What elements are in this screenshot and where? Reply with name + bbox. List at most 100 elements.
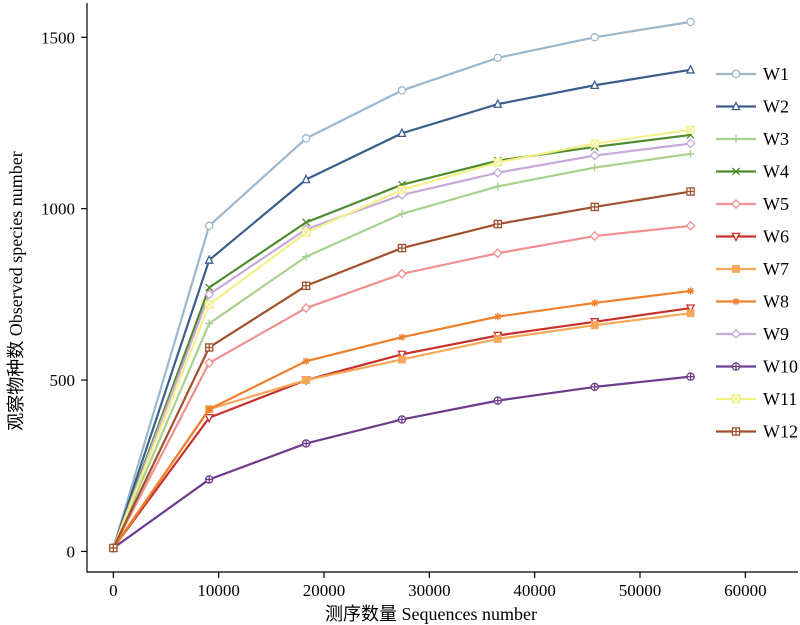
y-axis-title: 观察物种数 Observed species number xyxy=(6,151,26,430)
data-point-W5-5 xyxy=(589,231,600,242)
data-point-W10-2 xyxy=(301,439,311,448)
data-point-W9-6 xyxy=(685,138,696,149)
legend-item-W2: W2 xyxy=(716,97,789,117)
series-W10 xyxy=(109,372,695,553)
series-W6 xyxy=(108,304,696,554)
data-point-W10-6 xyxy=(686,372,695,381)
series-W12 xyxy=(109,187,695,553)
data-point-W5-6 xyxy=(685,220,696,231)
legend-item-W3: W3 xyxy=(716,129,789,149)
x-tick-label: 40000 xyxy=(513,581,556,600)
data-point-W9-4 xyxy=(492,167,503,178)
data-point-W8-6 xyxy=(686,287,695,295)
data-point-W12-4 xyxy=(493,219,503,229)
legend-marker-W7 xyxy=(732,265,740,273)
series-W7 xyxy=(109,309,695,552)
data-point-W8-2 xyxy=(302,357,310,365)
data-point-W6-3 xyxy=(397,350,407,360)
data-point-W3-6 xyxy=(686,149,695,158)
data-point-W2-2 xyxy=(301,173,311,184)
data-point-W10-5 xyxy=(590,382,599,392)
series-W9 xyxy=(108,138,696,554)
data-point-W9-1 xyxy=(204,289,215,300)
legend-item-W12: W12 xyxy=(716,422,798,442)
legend-marker-W8 xyxy=(732,297,740,306)
legend-item-W11: W11 xyxy=(716,389,797,409)
x-tick-label: 0 xyxy=(109,581,118,600)
data-point-W8-5 xyxy=(591,299,599,307)
data-point-W7-2 xyxy=(302,376,311,384)
data-point-W3-2 xyxy=(301,252,311,261)
data-point-W1-4 xyxy=(493,53,503,63)
legend-label-W8: W8 xyxy=(763,292,789,312)
data-point-W11-5 xyxy=(590,139,599,148)
legend-marker-W1 xyxy=(731,69,741,79)
data-point-W3-3 xyxy=(397,209,407,218)
legend-marker-W3 xyxy=(731,134,741,144)
data-point-W1-5 xyxy=(590,33,599,42)
legend-label-W12: W12 xyxy=(763,422,798,442)
data-point-W2-1 xyxy=(204,254,214,264)
data-point-W7-6 xyxy=(686,309,695,318)
data-point-W5-2 xyxy=(301,303,312,314)
series-W1 xyxy=(109,17,695,553)
series-layer xyxy=(108,17,696,554)
legend-item-W10: W10 xyxy=(716,357,798,377)
data-point-W1-2 xyxy=(301,134,311,143)
legend-marker-W4 xyxy=(731,167,741,176)
legend-item-W4: W4 xyxy=(716,162,789,182)
data-point-W12-0 xyxy=(109,543,118,553)
legend-marker-W5 xyxy=(730,198,742,210)
data-point-W12-1 xyxy=(204,343,214,352)
y-tick-label: 500 xyxy=(50,371,76,390)
data-point-W12-5 xyxy=(590,202,599,212)
data-point-W8-3 xyxy=(398,333,406,341)
data-point-W4-1 xyxy=(205,283,214,292)
legend-item-W8: W8 xyxy=(716,292,789,312)
legend-label-W2: W2 xyxy=(763,97,789,117)
x-tick-label: 60000 xyxy=(724,581,767,600)
data-point-W5-4 xyxy=(492,248,503,259)
series-W5 xyxy=(108,220,696,554)
data-point-W6-1 xyxy=(204,414,214,424)
x-axis-title: 测序数量 Sequences number xyxy=(325,604,537,624)
data-point-W9-5 xyxy=(589,150,600,161)
data-point-W12-2 xyxy=(301,281,311,291)
x-tick-label: 50000 xyxy=(619,581,662,600)
data-point-W3-1 xyxy=(205,319,214,328)
data-point-W10-3 xyxy=(397,415,407,424)
data-point-W3-4 xyxy=(493,182,502,191)
data-point-W11-2 xyxy=(301,228,311,237)
data-point-W2-6 xyxy=(685,64,696,74)
legend-label-W6: W6 xyxy=(763,227,789,247)
data-point-W11-1 xyxy=(204,300,214,309)
y-tick-label: 1000 xyxy=(41,200,75,219)
legend-label-W1: W1 xyxy=(763,64,789,84)
legend-item-W1: W1 xyxy=(716,64,789,84)
x-tick-label: 20000 xyxy=(303,581,346,600)
legend-marker-W11 xyxy=(731,394,741,404)
data-point-W1-1 xyxy=(204,221,214,231)
legend-marker-W9 xyxy=(730,328,742,340)
data-point-W11-3 xyxy=(397,185,407,195)
data-point-W8-4 xyxy=(494,313,502,321)
data-point-W1-6 xyxy=(686,17,695,27)
data-point-W12-3 xyxy=(397,243,407,253)
series-line-W10 xyxy=(112,375,691,549)
x-tick-label: 10000 xyxy=(197,581,240,600)
legend-marker-W12 xyxy=(731,427,741,436)
data-point-W6-6 xyxy=(685,304,696,314)
data-point-W4-2 xyxy=(302,218,311,227)
legend-item-W7: W7 xyxy=(716,259,789,279)
legend-label-W10: W10 xyxy=(763,357,798,377)
data-point-W7-3 xyxy=(397,355,406,364)
data-point-W10-4 xyxy=(493,396,503,405)
data-point-W12-6 xyxy=(686,187,695,196)
data-point-W3-5 xyxy=(590,163,599,172)
legend-label-W11: W11 xyxy=(763,389,797,409)
data-point-W10-1 xyxy=(204,475,214,484)
legend-item-W9: W9 xyxy=(716,324,789,344)
legend-marker-W6 xyxy=(731,232,741,243)
